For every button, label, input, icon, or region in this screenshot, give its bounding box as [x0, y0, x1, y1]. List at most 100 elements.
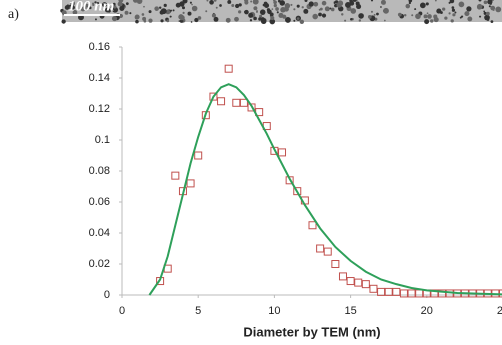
particle — [275, 7, 279, 11]
particle — [426, 12, 429, 15]
particle — [483, 11, 487, 15]
particle — [344, 19, 347, 22]
data-point — [293, 187, 302, 196]
particle — [490, 5, 496, 11]
particle — [383, 19, 386, 22]
particle — [464, 11, 470, 17]
particle — [489, 2, 492, 5]
particle — [415, 13, 421, 20]
particle — [279, 0, 286, 6]
x-tick-label: 5 — [195, 305, 201, 317]
particle — [451, 6, 455, 9]
data-point — [407, 289, 416, 298]
data-point — [346, 277, 355, 286]
particle — [113, 5, 117, 9]
particle — [253, 6, 258, 11]
particle — [170, 9, 173, 12]
particle — [197, 16, 202, 20]
particle — [256, 11, 258, 13]
data-point — [323, 247, 332, 256]
particle — [249, 19, 253, 22]
data-point — [338, 272, 347, 281]
particle — [296, 17, 300, 20]
particle — [187, 11, 192, 16]
particle — [209, 0, 214, 5]
y-tick-label: 0.1 — [95, 134, 110, 146]
particle — [213, 16, 219, 22]
particle — [148, 18, 153, 23]
particle — [148, 10, 152, 14]
particle — [215, 6, 218, 9]
particle — [262, 18, 267, 23]
x-axis-label: Diameter by TEM (nm) — [243, 324, 380, 339]
particle — [296, 4, 300, 8]
particle — [467, 16, 473, 22]
particle — [313, 1, 319, 7]
particle — [61, 19, 66, 24]
particle — [119, 5, 125, 11]
particle — [273, 3, 277, 8]
particle — [434, 0, 437, 2]
particle — [352, 0, 357, 2]
data-point — [217, 97, 226, 106]
particle — [142, 16, 147, 21]
particle — [334, 0, 339, 4]
particle — [160, 8, 167, 15]
data-point — [224, 64, 233, 73]
data-point — [331, 260, 340, 268]
particle — [269, 12, 274, 17]
particle — [244, 0, 249, 3]
particle — [238, 3, 242, 7]
data-point — [392, 287, 401, 296]
particle — [308, 1, 314, 7]
particle — [270, 15, 275, 21]
particle — [70, 5, 75, 10]
particle — [293, 8, 296, 11]
x-tick-label: 10 — [268, 305, 280, 317]
particle — [136, 0, 143, 4]
particle — [284, 16, 291, 23]
particle — [276, 11, 279, 14]
y-tick-label: 0.14 — [89, 72, 110, 84]
particle — [380, 6, 382, 8]
tem-particles — [60, 0, 502, 25]
particle — [250, 0, 253, 3]
particle — [452, 13, 456, 17]
particle — [345, 1, 351, 8]
particle — [269, 18, 276, 25]
particle — [329, 7, 332, 10]
particle — [324, 6, 330, 12]
particle — [349, 0, 351, 2]
particle — [282, 14, 287, 19]
particle — [451, 8, 456, 12]
particle — [425, 2, 429, 6]
particle — [129, 12, 132, 15]
particle — [336, 2, 342, 8]
particle — [293, 19, 296, 22]
particle — [444, 16, 448, 20]
particle — [449, 0, 455, 4]
particle — [190, 21, 193, 23]
particle — [486, 18, 490, 21]
particle — [94, 1, 97, 4]
particle — [178, 20, 181, 22]
particle — [318, 8, 321, 11]
particle — [85, 3, 89, 8]
particle — [284, 3, 291, 9]
particle — [350, 17, 353, 21]
particle — [172, 9, 175, 12]
particle — [303, 8, 309, 14]
particle — [244, 10, 247, 14]
particle — [495, 6, 502, 13]
data-point — [316, 244, 325, 253]
particle — [458, 1, 465, 8]
particle — [383, 7, 389, 14]
particle — [486, 11, 490, 16]
particle — [318, 12, 322, 17]
particle — [231, 4, 235, 7]
particle — [370, 0, 374, 2]
particle — [234, 16, 239, 22]
particle — [252, 0, 259, 5]
particle — [158, 6, 162, 9]
